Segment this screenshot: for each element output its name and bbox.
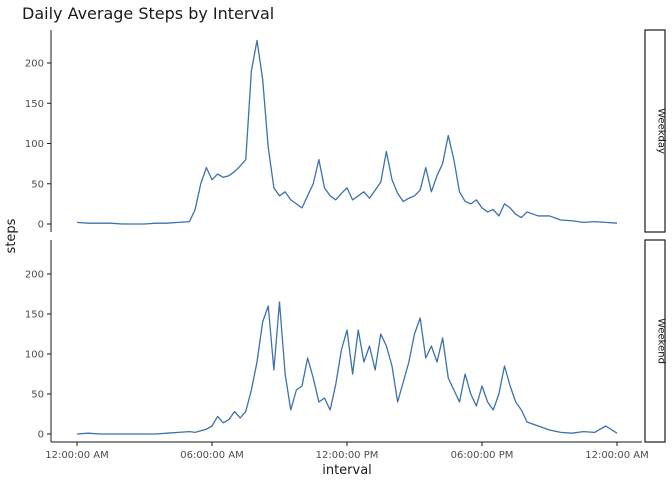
panel-weekend: 0 50 100 150 200 Weekend 12:00:00 AM 06:00:00 A… (25, 239, 667, 461)
y-tick-label: 0 (38, 220, 44, 231)
y-tick-label: 100 (25, 350, 44, 361)
y-tick-label: 150 (25, 99, 44, 110)
y-tick-label: 0 (38, 430, 44, 441)
x-tick-label: 06:00:00 AM (180, 450, 244, 461)
chart-title: Daily Average Steps by Interval (22, 4, 274, 23)
facet-strip-label: Weekday (656, 108, 667, 154)
y-tick-label: 200 (25, 270, 44, 281)
y-tick-label: 150 (25, 310, 44, 321)
x-axis-title: interval (322, 463, 372, 478)
x-tick-label: 12:00:00 PM (316, 450, 379, 461)
panel-weekday: 0 50 100 150 200 Weekday (25, 29, 667, 233)
y-tick-label: 100 (25, 139, 44, 150)
x-tick-label: 12:00:00 AM (45, 450, 109, 461)
y-tick-label: 50 (31, 390, 44, 401)
series-line-weekend (76, 301, 618, 435)
facet-strip (644, 29, 666, 233)
x-tick-label: 12:00:00 AM (585, 450, 649, 461)
facet-strip-label: Weekend (656, 318, 667, 364)
panels-group: 0 50 100 150 200 Weekday 0 50 100 150 200 Weekend 12… (25, 29, 667, 461)
x-tick-label: 06:00:00 PM (451, 450, 514, 461)
y-tick-label: 50 (31, 179, 44, 190)
y-axis-title: steps (4, 218, 19, 253)
facet-strip (644, 239, 666, 443)
series-line-weekday (76, 39, 618, 225)
y-tick-label: 200 (25, 59, 44, 70)
